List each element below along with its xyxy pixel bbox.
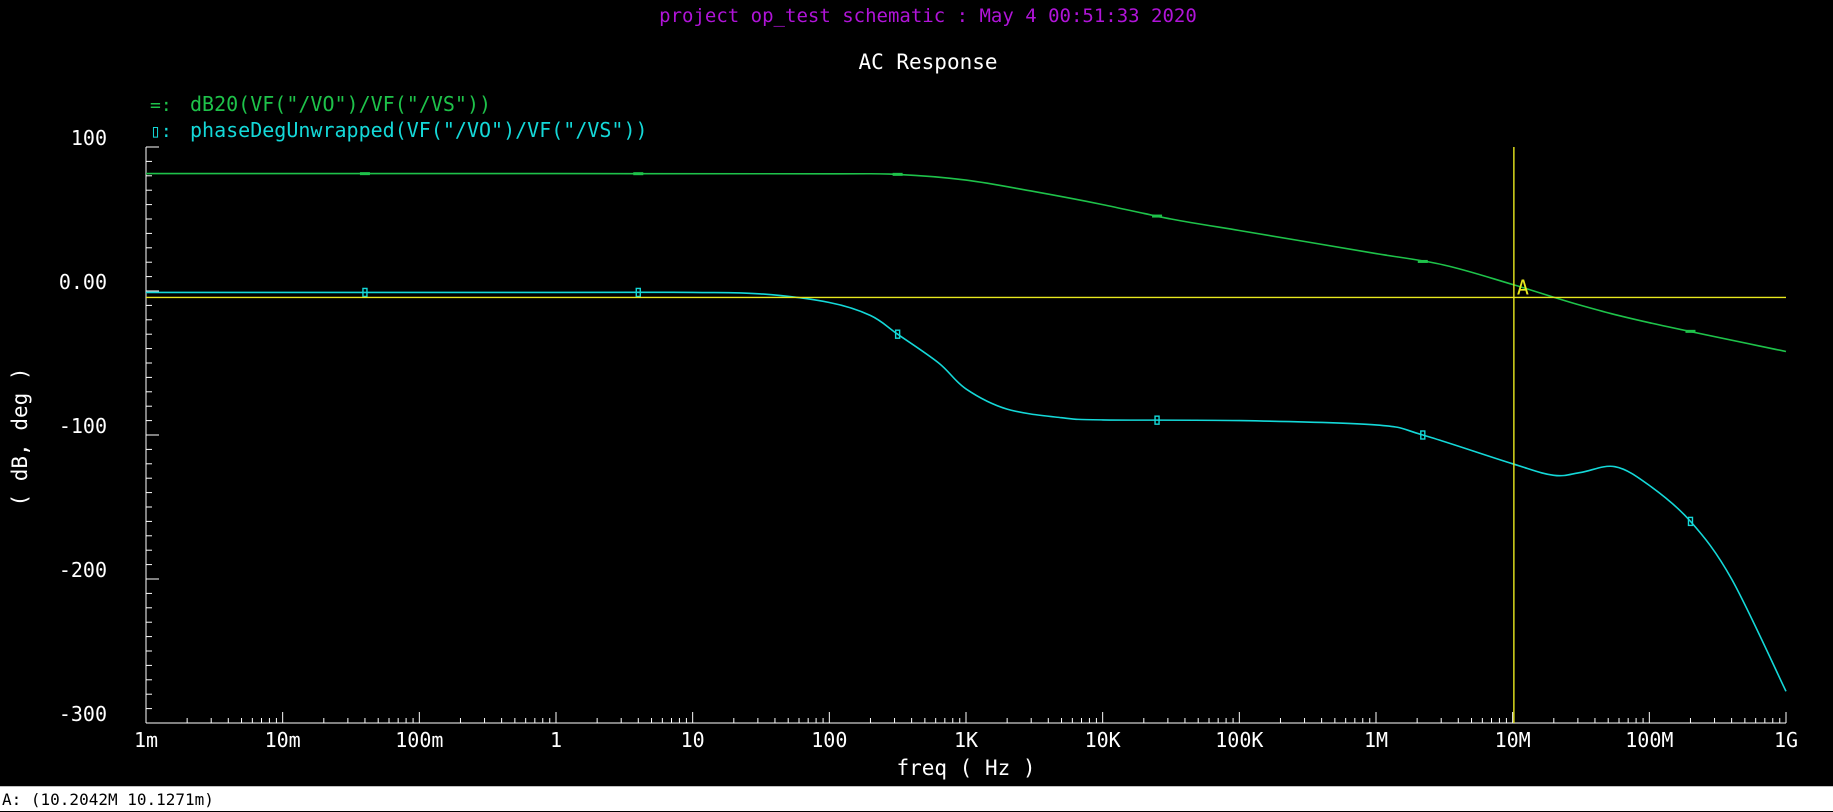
x-tick-label: 10m — [265, 728, 301, 752]
gain-series-line — [146, 172, 1787, 353]
series-phase — [146, 287, 1787, 692]
phase-marker — [894, 329, 901, 339]
x-tick-label: 1m — [134, 728, 158, 752]
x-tick-label: 10M — [1495, 728, 1531, 752]
x-tick-label: 100m — [395, 728, 443, 752]
y-tick-label: -200 — [59, 558, 107, 582]
plot-background — [0, 0, 1833, 786]
phase-marker — [1154, 415, 1160, 425]
y-tick-labels: 100 0.00 -100 -200 -300 — [59, 126, 107, 726]
phase-series-line — [146, 291, 1787, 692]
x-tick-label: 1 — [550, 728, 562, 752]
cursor-a[interactable]: A — [146, 147, 1786, 723]
y-axis-label: ( dB, deg ) — [8, 367, 32, 506]
gain-marker — [1685, 329, 1696, 333]
y-tick-label: -100 — [59, 414, 107, 438]
legend-label-phase: phaseDegUnwrapped(VF("/VO")/VF("/VS")) — [190, 118, 648, 142]
x-tick-label: 1M — [1364, 728, 1388, 752]
gain-marker — [1152, 214, 1163, 218]
cursor-readout: A: (10.2042M 10.1271m) — [0, 786, 1833, 811]
phase-marker — [1420, 430, 1426, 440]
series-gain — [146, 172, 1787, 353]
cursor-label: A — [1517, 275, 1529, 299]
gain-marker — [892, 172, 903, 176]
x-tick-label: 10 — [681, 728, 705, 752]
x-tick-label: 10K — [1085, 728, 1121, 752]
x-tick-label: 1G — [1774, 728, 1798, 752]
legend-label-gain: dB20(VF("/VO")/VF("/VS")) — [190, 92, 491, 116]
phase-marker — [1687, 516, 1694, 527]
x-tick-labels: 1m 10m 100m 1 10 100 1K 10K 100K 1M 10M 100M 1G — [134, 728, 1798, 752]
phase-marker — [362, 287, 368, 298]
minor-ticks — [146, 160, 1781, 723]
major-ticks — [145, 146, 1787, 724]
gain-marker — [1417, 259, 1428, 263]
y-tick-label: -300 — [59, 702, 107, 726]
x-tick-label: 100M — [1625, 728, 1673, 752]
chart-title: AC Response — [858, 50, 997, 74]
y-tick-label: 100 — [71, 126, 107, 150]
x-tick-label: 100 — [811, 728, 847, 752]
y-tick-label: 0.00 — [59, 270, 107, 294]
legend-marker-phase: ▯: — [150, 121, 172, 142]
ac-response-plot[interactable]: project op_test schematic : May 4 00:51:… — [0, 0, 1833, 786]
gain-marker — [359, 172, 370, 176]
x-tick-label: 100K — [1215, 728, 1263, 752]
project-header: project op_test schematic : May 4 00:51:… — [659, 5, 1197, 27]
x-axis-label: freq ( Hz ) — [896, 756, 1035, 780]
legend-marker-gain: =: — [150, 95, 172, 116]
legend: =: dB20(VF("/VO")/VF("/VS")) ▯: phaseDeg… — [150, 92, 648, 142]
x-tick-label: 1K — [954, 728, 978, 752]
gain-marker — [633, 172, 644, 176]
phase-marker — [635, 287, 641, 298]
